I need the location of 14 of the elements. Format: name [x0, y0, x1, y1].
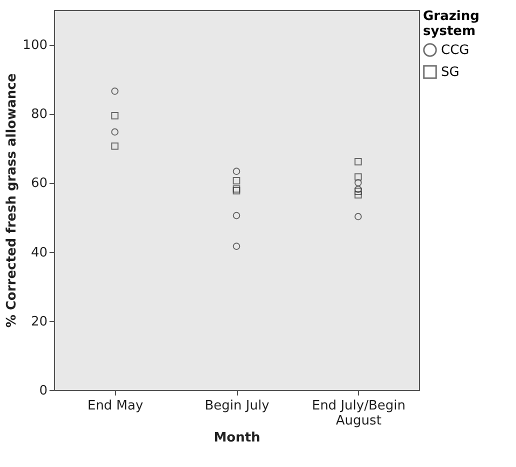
y-axis-title: % Corrected fresh grass allowance	[4, 73, 20, 328]
y-tick-label: 0	[39, 384, 48, 398]
x-tick-label: End July/Begin August	[312, 398, 406, 428]
legend-title: Grazing system	[423, 9, 480, 39]
y-tick-label: 60	[30, 176, 48, 192]
x-tick-label: End May	[87, 398, 144, 414]
legend-label: SG	[441, 65, 460, 80]
x-axis-title: Month	[214, 430, 260, 446]
legend-label: CCG	[441, 43, 470, 58]
x-tick-label: Begin July	[204, 398, 270, 414]
y-tick-label: 80	[30, 107, 48, 122]
y-tick-label: 20	[30, 314, 48, 330]
y-tick-label: 100	[22, 38, 48, 54]
y-tick-label: 40	[30, 245, 48, 260]
